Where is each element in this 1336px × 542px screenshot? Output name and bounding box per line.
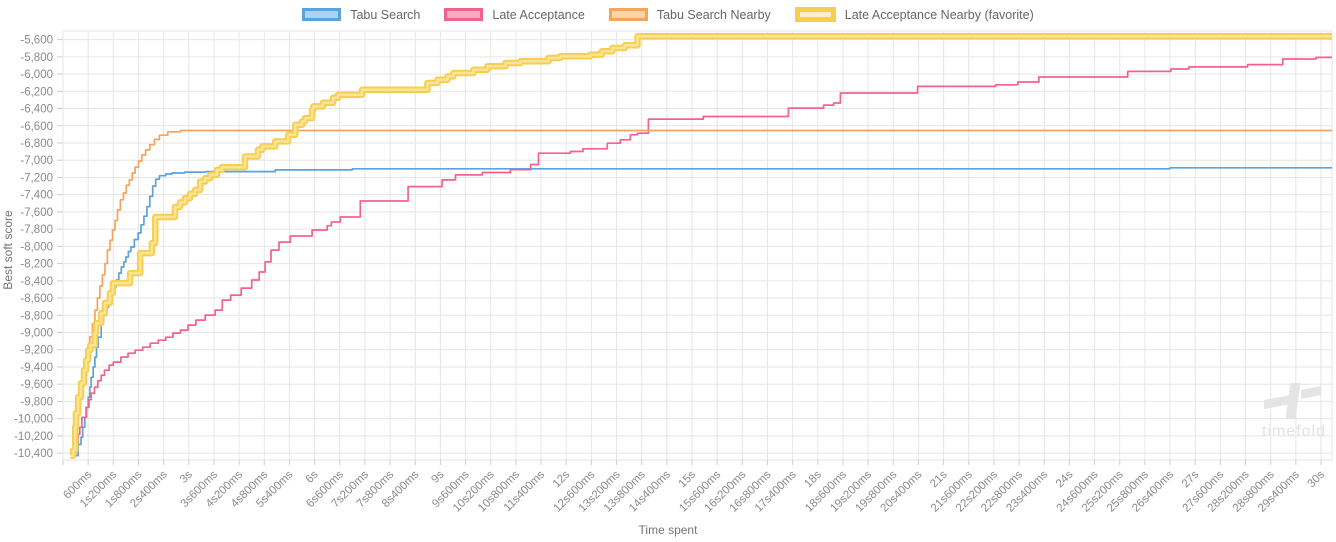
- y-tick-label: -7,400: [20, 190, 53, 202]
- y-tick-label: -6,000: [20, 69, 53, 81]
- legend-label: Tabu Search: [350, 7, 421, 22]
- legend-item-tabu-search[interactable]: Tabu Search: [302, 8, 420, 22]
- legend-swatch: [794, 7, 836, 22]
- chart-legend: Tabu Search Late Acceptance Tabu Search Ne…: [0, 7, 1336, 22]
- legend-swatch: [444, 8, 484, 21]
- y-tick-label: -9,000: [20, 328, 53, 340]
- series-tabu-search-line: [75, 166, 1332, 457]
- legend-label: Late Acceptance Nearby (favorite): [844, 7, 1034, 22]
- timefold-logo-icon: [1264, 383, 1324, 421]
- legend-item-late-acceptance[interactable]: Late Acceptance: [444, 7, 585, 22]
- x-tick-label: 18s: [802, 468, 824, 490]
- y-tick-label: -8,800: [20, 310, 53, 322]
- x-tick-label: 24s: [1054, 468, 1076, 490]
- x-tick-label: 30s: [1306, 468, 1328, 490]
- timefold-watermark: timefold: [1258, 383, 1330, 445]
- legend-swatch: [608, 8, 648, 21]
- y-tick-label: -9,600: [20, 379, 53, 391]
- series-late-acceptance-line: [73, 56, 1332, 457]
- y-tick-label: -10,400: [14, 448, 53, 460]
- x-tick-label: 27s: [1180, 468, 1202, 490]
- y-tick-label: -6,400: [20, 104, 53, 116]
- y-tick-label: -7,000: [20, 155, 53, 167]
- x-tick-label: 15s: [677, 468, 699, 490]
- y-tick-label: -9,800: [20, 396, 53, 408]
- x-axis-title: Time spent: [638, 523, 698, 537]
- legend-item-late-acceptance-nearby-favorite[interactable]: Late Acceptance Nearby (favorite): [794, 7, 1034, 22]
- y-tick-label: -8,600: [20, 293, 53, 305]
- x-tick-label: 21s: [928, 468, 950, 490]
- y-tick-label: -7,800: [20, 224, 53, 236]
- y-tick-label: -5,800: [20, 52, 53, 64]
- y-tick-label: -6,200: [20, 86, 53, 98]
- y-tick-label: -6,800: [20, 138, 53, 150]
- y-axis-title: Best soft score: [1, 210, 15, 290]
- series-tabu-search-nearby-line: [71, 129, 1332, 457]
- x-tick-label: 3s: [178, 468, 195, 485]
- y-tick-label: -8,400: [20, 276, 53, 288]
- y-tick-label: -7,600: [20, 207, 53, 219]
- y-tick-label: -5,600: [20, 35, 53, 47]
- y-tick-label: -9,200: [20, 345, 53, 357]
- y-tick-label: -9,400: [20, 362, 53, 374]
- legend-label: Late Acceptance: [492, 7, 585, 22]
- legend-swatch: [302, 8, 342, 21]
- y-tick-label: -10,000: [14, 414, 53, 426]
- y-tick-label: -8,000: [20, 241, 53, 253]
- x-tick-label: 6s: [304, 468, 321, 485]
- series-late-acceptance-nearby-favorite-line-inner: [70, 34, 1332, 457]
- watermark-brand-text: timefold: [1261, 423, 1327, 440]
- x-tick-label: 12s: [551, 468, 573, 490]
- y-tick-label: -6,600: [20, 121, 53, 133]
- y-tick-label: -8,200: [20, 259, 53, 271]
- y-tick-label: -7,200: [20, 172, 53, 184]
- legend-item-tabu-search-nearby[interactable]: Tabu Search Nearby: [608, 7, 771, 22]
- y-tick-label: -10,200: [14, 431, 53, 443]
- legend-label: Tabu Search Nearby: [656, 7, 771, 22]
- x-tick-label: 9s: [429, 468, 446, 485]
